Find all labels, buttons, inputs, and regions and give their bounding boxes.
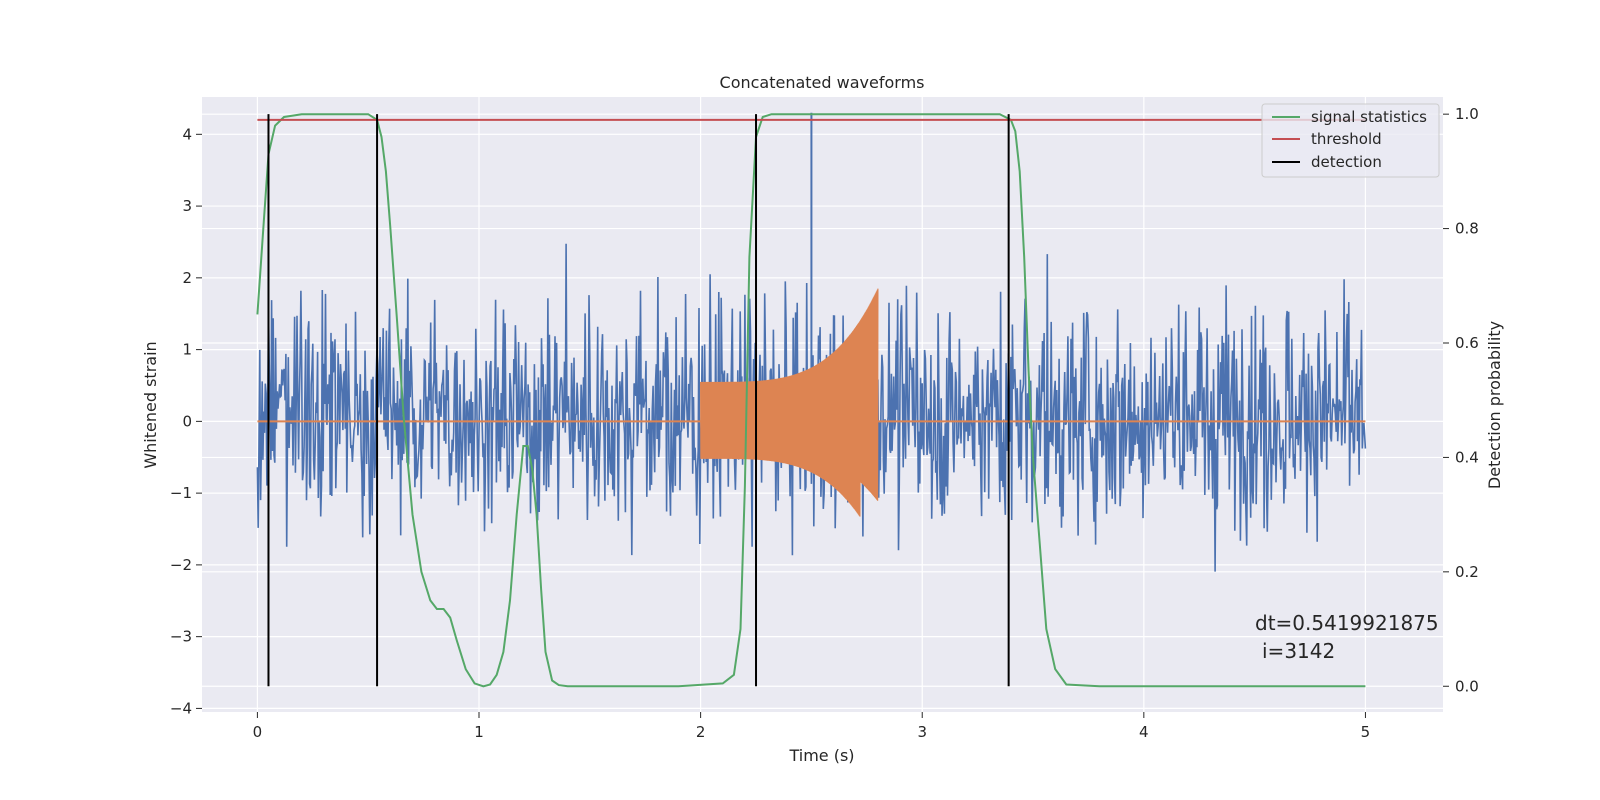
y-axis-label: Whitened strain [141, 341, 160, 468]
y-tick-label: 2 [182, 269, 192, 287]
y-right-tick-label: 0.8 [1455, 220, 1479, 238]
x-tick-label: 3 [917, 723, 927, 741]
x-tick-label: 1 [474, 723, 484, 741]
y-axis-right-label: Detection probability [1485, 321, 1504, 489]
y-right-tick-label: 0.2 [1455, 563, 1479, 581]
y-right-tick-label: 0.0 [1455, 677, 1479, 695]
signal-statistics-layer [256, 113, 1366, 688]
x-axis-label: Time (s) [788, 746, 854, 765]
ticks: 0 1 2 3 4 5 −4 −3 −2 −1 0 1 2 3 4 0.0 0.2 0.4 0.6 0.8 1.0 [170, 105, 1479, 741]
y-right-tick-label: 0.4 [1455, 448, 1479, 466]
x-tick-label: 0 [253, 723, 263, 741]
injection-series [257, 288, 1366, 517]
y-tick-label: 3 [182, 197, 192, 215]
y-tick-label: −3 [170, 628, 192, 646]
y-tick-label: 0 [182, 412, 192, 430]
x-tick-label: 4 [1139, 723, 1149, 741]
injection-chirp [699, 288, 879, 517]
annotation-index: i=3142 [1262, 639, 1335, 663]
x-tick-label: 2 [696, 723, 706, 741]
y-tick-label: −4 [170, 699, 192, 717]
signal-statistics-line [256, 113, 1366, 688]
y-tick-label: −2 [170, 556, 192, 574]
annotation-dt: dt=0.5419921875 [1255, 611, 1439, 635]
y-right-tick-label: 0.6 [1455, 334, 1479, 352]
legend-label-signal-statistics: signal statistics [1311, 108, 1427, 126]
y-tick-label: 1 [182, 341, 192, 359]
y-right-tick-label: 1.0 [1455, 105, 1479, 123]
chart-title: Concatenated waveforms [720, 73, 925, 92]
x-tick-label: 5 [1361, 723, 1371, 741]
legend-box [1261, 103, 1440, 178]
strain-line [256, 243, 1367, 572]
legend-label-detection: detection [1311, 153, 1382, 171]
legend-label-threshold: threshold [1311, 130, 1382, 148]
y-tick-label: 4 [182, 125, 192, 143]
y-tick-label: −1 [170, 484, 192, 502]
legend: signal statistics threshold detection [1261, 103, 1440, 178]
